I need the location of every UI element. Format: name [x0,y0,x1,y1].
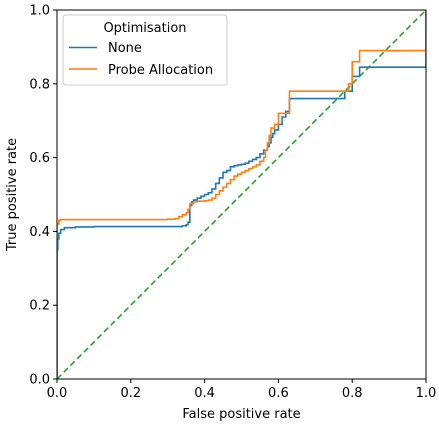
legend-label-probe-allocation: Probe Allocation [108,63,213,78]
y-tick-label: 0.6 [29,151,50,166]
y-tick-label: 0.4 [29,225,50,240]
y-axis: 0.0 0.2 0.4 0.6 0.8 1.0 [29,4,57,388]
x-axis-label: False positive rate [182,407,300,422]
x-tick-label: 0.6 [268,386,289,401]
x-tick-label: 1.0 [416,386,437,401]
y-tick-label: 0.0 [29,373,50,388]
legend: Optimisation None Probe Allocation [63,15,227,85]
x-tick-label: 0.4 [194,386,215,401]
legend-label-none: None [108,41,142,56]
x-tick-label: 0.2 [120,386,141,401]
y-tick-label: 1.0 [29,4,50,19]
legend-title: Optimisation [103,21,186,36]
y-axis-label: True positive rate [5,138,20,252]
y-tick-label: 0.8 [29,77,50,92]
y-tick-label: 0.2 [29,299,50,314]
x-tick-label: 0.8 [342,386,363,401]
x-tick-label: 0.0 [47,386,68,401]
x-axis: 0.0 0.2 0.4 0.6 0.8 1.0 [47,379,437,401]
